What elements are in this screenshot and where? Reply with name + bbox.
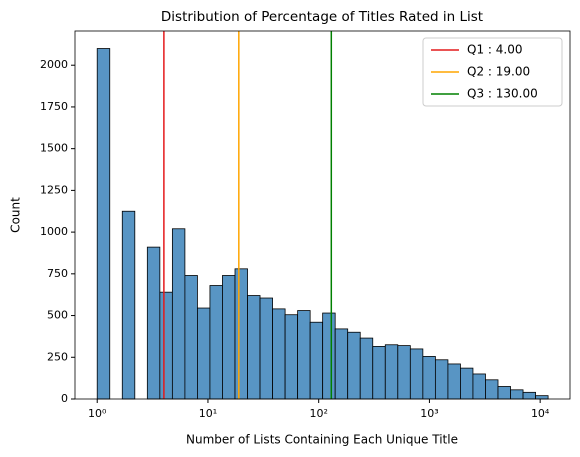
y-tick-label: 2000 (40, 58, 68, 71)
bar (121, 210, 136, 400)
y-tick-label: 1500 (40, 142, 68, 155)
x-tick-label: 10⁰ (88, 407, 107, 420)
y-tick-label: 0 (61, 392, 68, 405)
bar (96, 48, 111, 400)
bar (485, 379, 499, 400)
bar (359, 337, 374, 400)
bar (259, 297, 273, 400)
y-tick-label: 1750 (40, 100, 68, 113)
bar (447, 363, 461, 400)
y-tick-label: 750 (47, 267, 68, 280)
x-tick-label: 10³ (420, 407, 438, 420)
bar (522, 391, 536, 400)
bar (297, 310, 311, 400)
bar (510, 389, 524, 400)
plot-frame (74, 30, 571, 400)
x-axis-label: Number of Lists Containing Each Unique T… (186, 433, 458, 447)
bar (497, 386, 511, 400)
bar (184, 275, 198, 400)
bar (535, 395, 549, 400)
bar (409, 348, 424, 400)
bar (384, 344, 399, 400)
bar (309, 321, 324, 400)
bar (284, 314, 299, 400)
x-tick-label: 10² (309, 407, 327, 420)
y-tick-label: 500 (47, 309, 68, 322)
bar (146, 246, 161, 400)
bar (209, 285, 223, 400)
bar (222, 275, 236, 400)
chart-title: Distribution of Percentage of Titles Rat… (161, 9, 483, 25)
y-tick-label: 1000 (40, 225, 68, 238)
bar (272, 308, 286, 400)
bar (334, 328, 349, 400)
bar (372, 346, 386, 400)
y-tick-label: 250 (47, 350, 68, 363)
bar (397, 345, 411, 400)
bar (422, 356, 436, 400)
legend-box (422, 37, 563, 107)
legend-label: Q1 : 4.00 (467, 43, 522, 57)
bar (234, 268, 248, 400)
bar (322, 312, 336, 400)
bar (434, 359, 449, 400)
bar (347, 331, 361, 400)
bar (159, 291, 173, 400)
legend-label: Q2 : 19.00 (467, 65, 530, 79)
y-tick-label: 1250 (40, 183, 68, 196)
bar (247, 295, 261, 400)
y-axis-label: Count (9, 197, 23, 233)
x-tick-label: 10¹ (199, 407, 217, 420)
x-tick-label: 10⁴ (531, 407, 550, 420)
legend-label: Q3 : 130.00 (467, 87, 538, 101)
bar (171, 228, 186, 400)
bar (460, 367, 474, 400)
bar (197, 307, 211, 400)
bar (472, 373, 486, 400)
